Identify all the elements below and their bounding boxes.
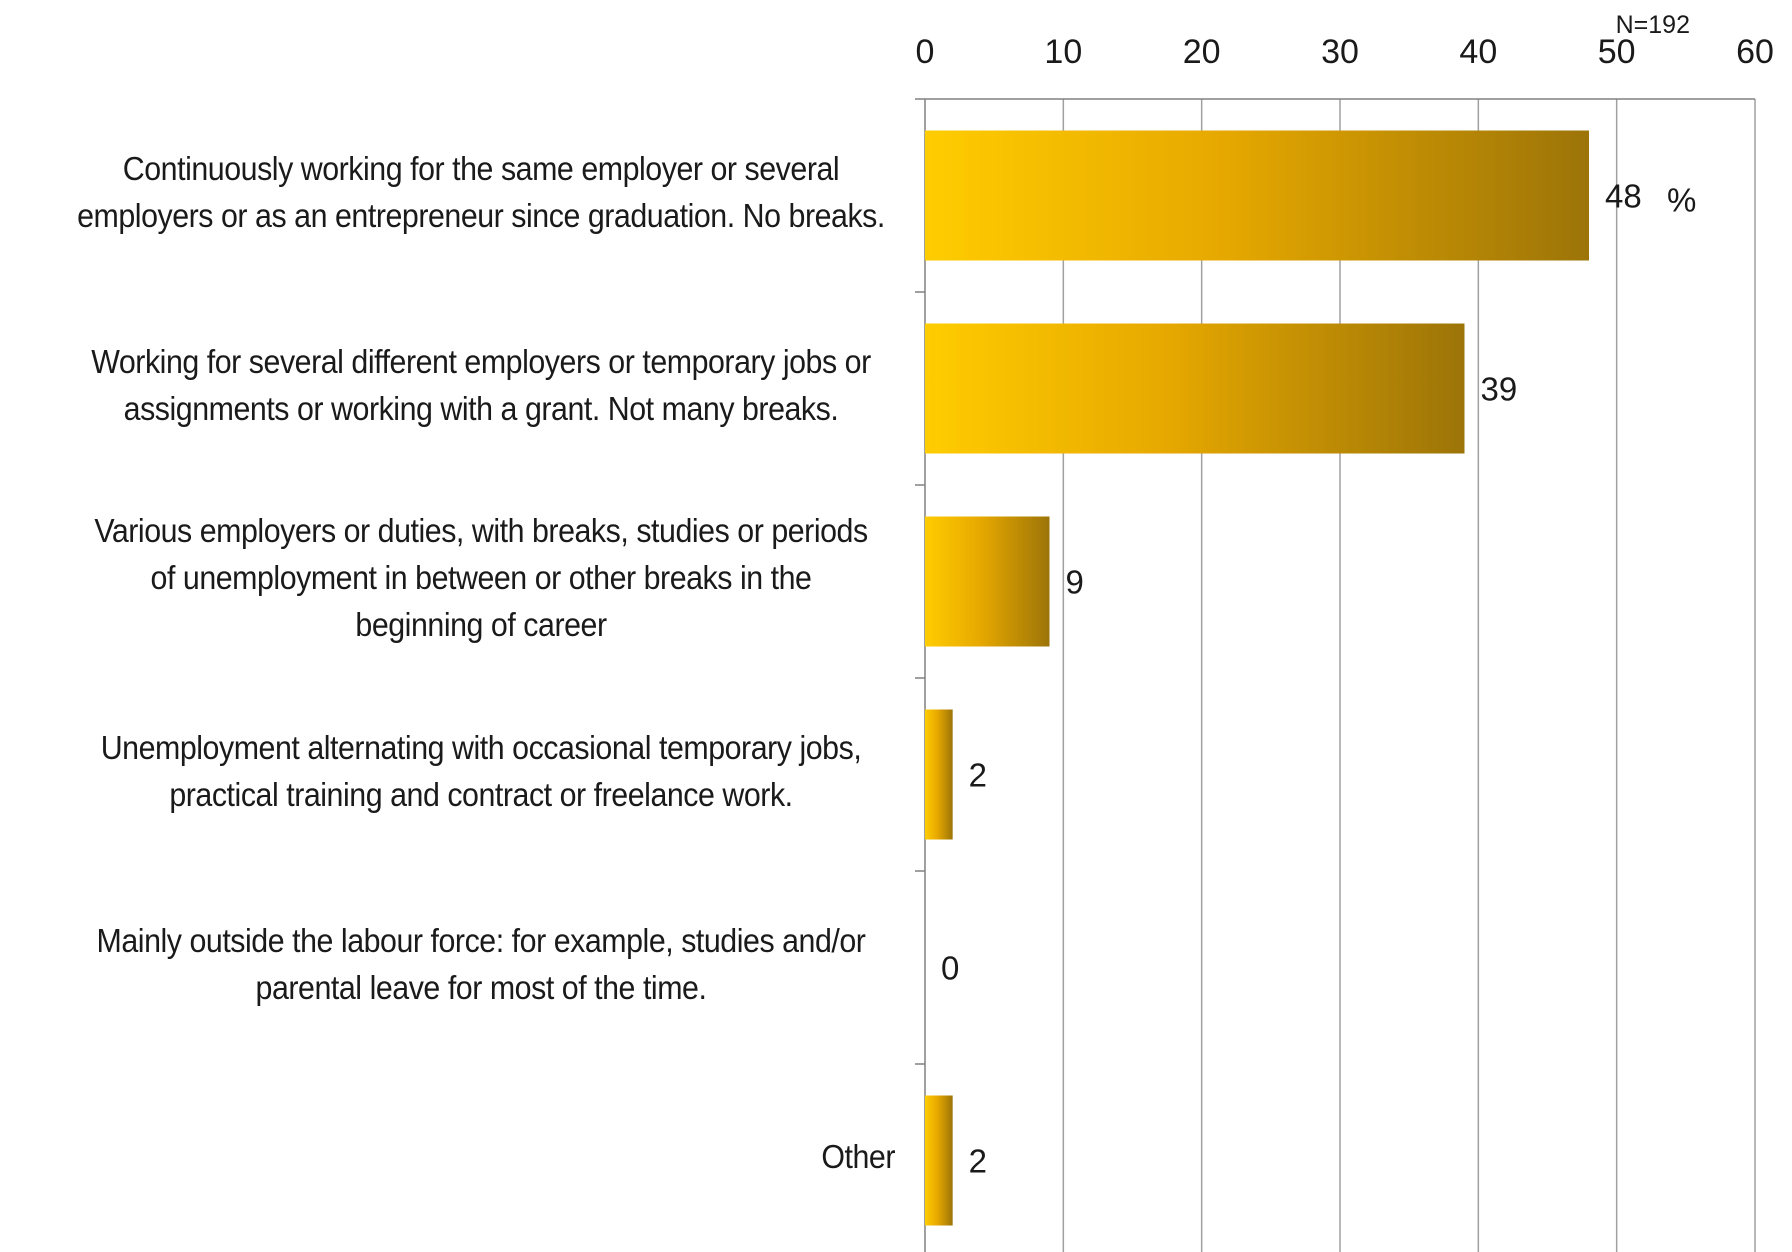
bars [925, 130, 1589, 1226]
x-tick-label-50: 50 [1598, 33, 1636, 71]
category-label-5: Other [67, 1133, 895, 1180]
bar-0 [925, 130, 1589, 261]
x-tick-label-20: 20 [1183, 33, 1221, 71]
bar-3 [925, 709, 953, 840]
category-label-2-line-0: Various employers or duties, with breaks… [94, 512, 868, 549]
category-label-2-line-1: of unemployment in between or other brea… [150, 559, 812, 596]
axes [915, 98, 1755, 1252]
x-tick-label-10: 10 [1044, 33, 1082, 71]
value-labels: 48 % 39 9 2 0 2 [941, 178, 1696, 1180]
value-label-1: 39 [1481, 371, 1518, 408]
category-label-4-line-1: parental leave for most of the time. [255, 968, 707, 1006]
category-label-5-line-0: Other [821, 1138, 895, 1175]
category-label-4-line-0: Mainly outside the labour force: for exa… [96, 921, 866, 959]
category-label-2: Various employers or duties, with breaks… [67, 507, 895, 648]
value-label-3: 2 [969, 757, 987, 794]
value-label-0: 48 [1605, 178, 1642, 215]
x-tick-label-0: 0 [916, 33, 935, 71]
x-tick-labels: 0 10 20 30 40 50 60 [916, 33, 1774, 71]
x-tick-label-30: 30 [1321, 33, 1359, 71]
x-tick-label-40: 40 [1459, 33, 1497, 71]
gridlines [1062, 99, 1756, 1252]
category-label-2-line-2: beginning of career [355, 606, 607, 643]
category-label-1-line-1: assignments or working with a grant. Not… [123, 389, 839, 427]
bar-1 [925, 323, 1465, 454]
category-label-3-line-0: Unemployment alternating with occasional… [100, 728, 862, 766]
category-label-0: Continuously working for the same employ… [67, 145, 895, 239]
unit-label: % [1667, 182, 1696, 219]
value-label-5: 2 [969, 1143, 987, 1180]
category-label-0-line-1: employers or as an entrepreneur since gr… [77, 196, 885, 234]
category-label-1: Working for several different employers … [67, 338, 895, 432]
category-label-4: Mainly outside the labour force: for exa… [67, 917, 895, 1011]
x-tick-label-60: 60 [1736, 33, 1774, 71]
sample-size-note: N=192 [1616, 11, 1690, 39]
bar-2 [925, 516, 1050, 647]
category-label-1-line-0: Working for several different employers … [91, 342, 871, 380]
category-label-3-line-1: practical training and contract or freel… [169, 775, 793, 813]
value-label-2: 9 [1066, 564, 1084, 601]
category-label-0-line-0: Continuously working for the same employ… [122, 149, 840, 187]
category-label-3: Unemployment alternating with occasional… [67, 724, 895, 818]
value-label-4: 0 [941, 950, 959, 987]
bar-5 [925, 1095, 953, 1226]
